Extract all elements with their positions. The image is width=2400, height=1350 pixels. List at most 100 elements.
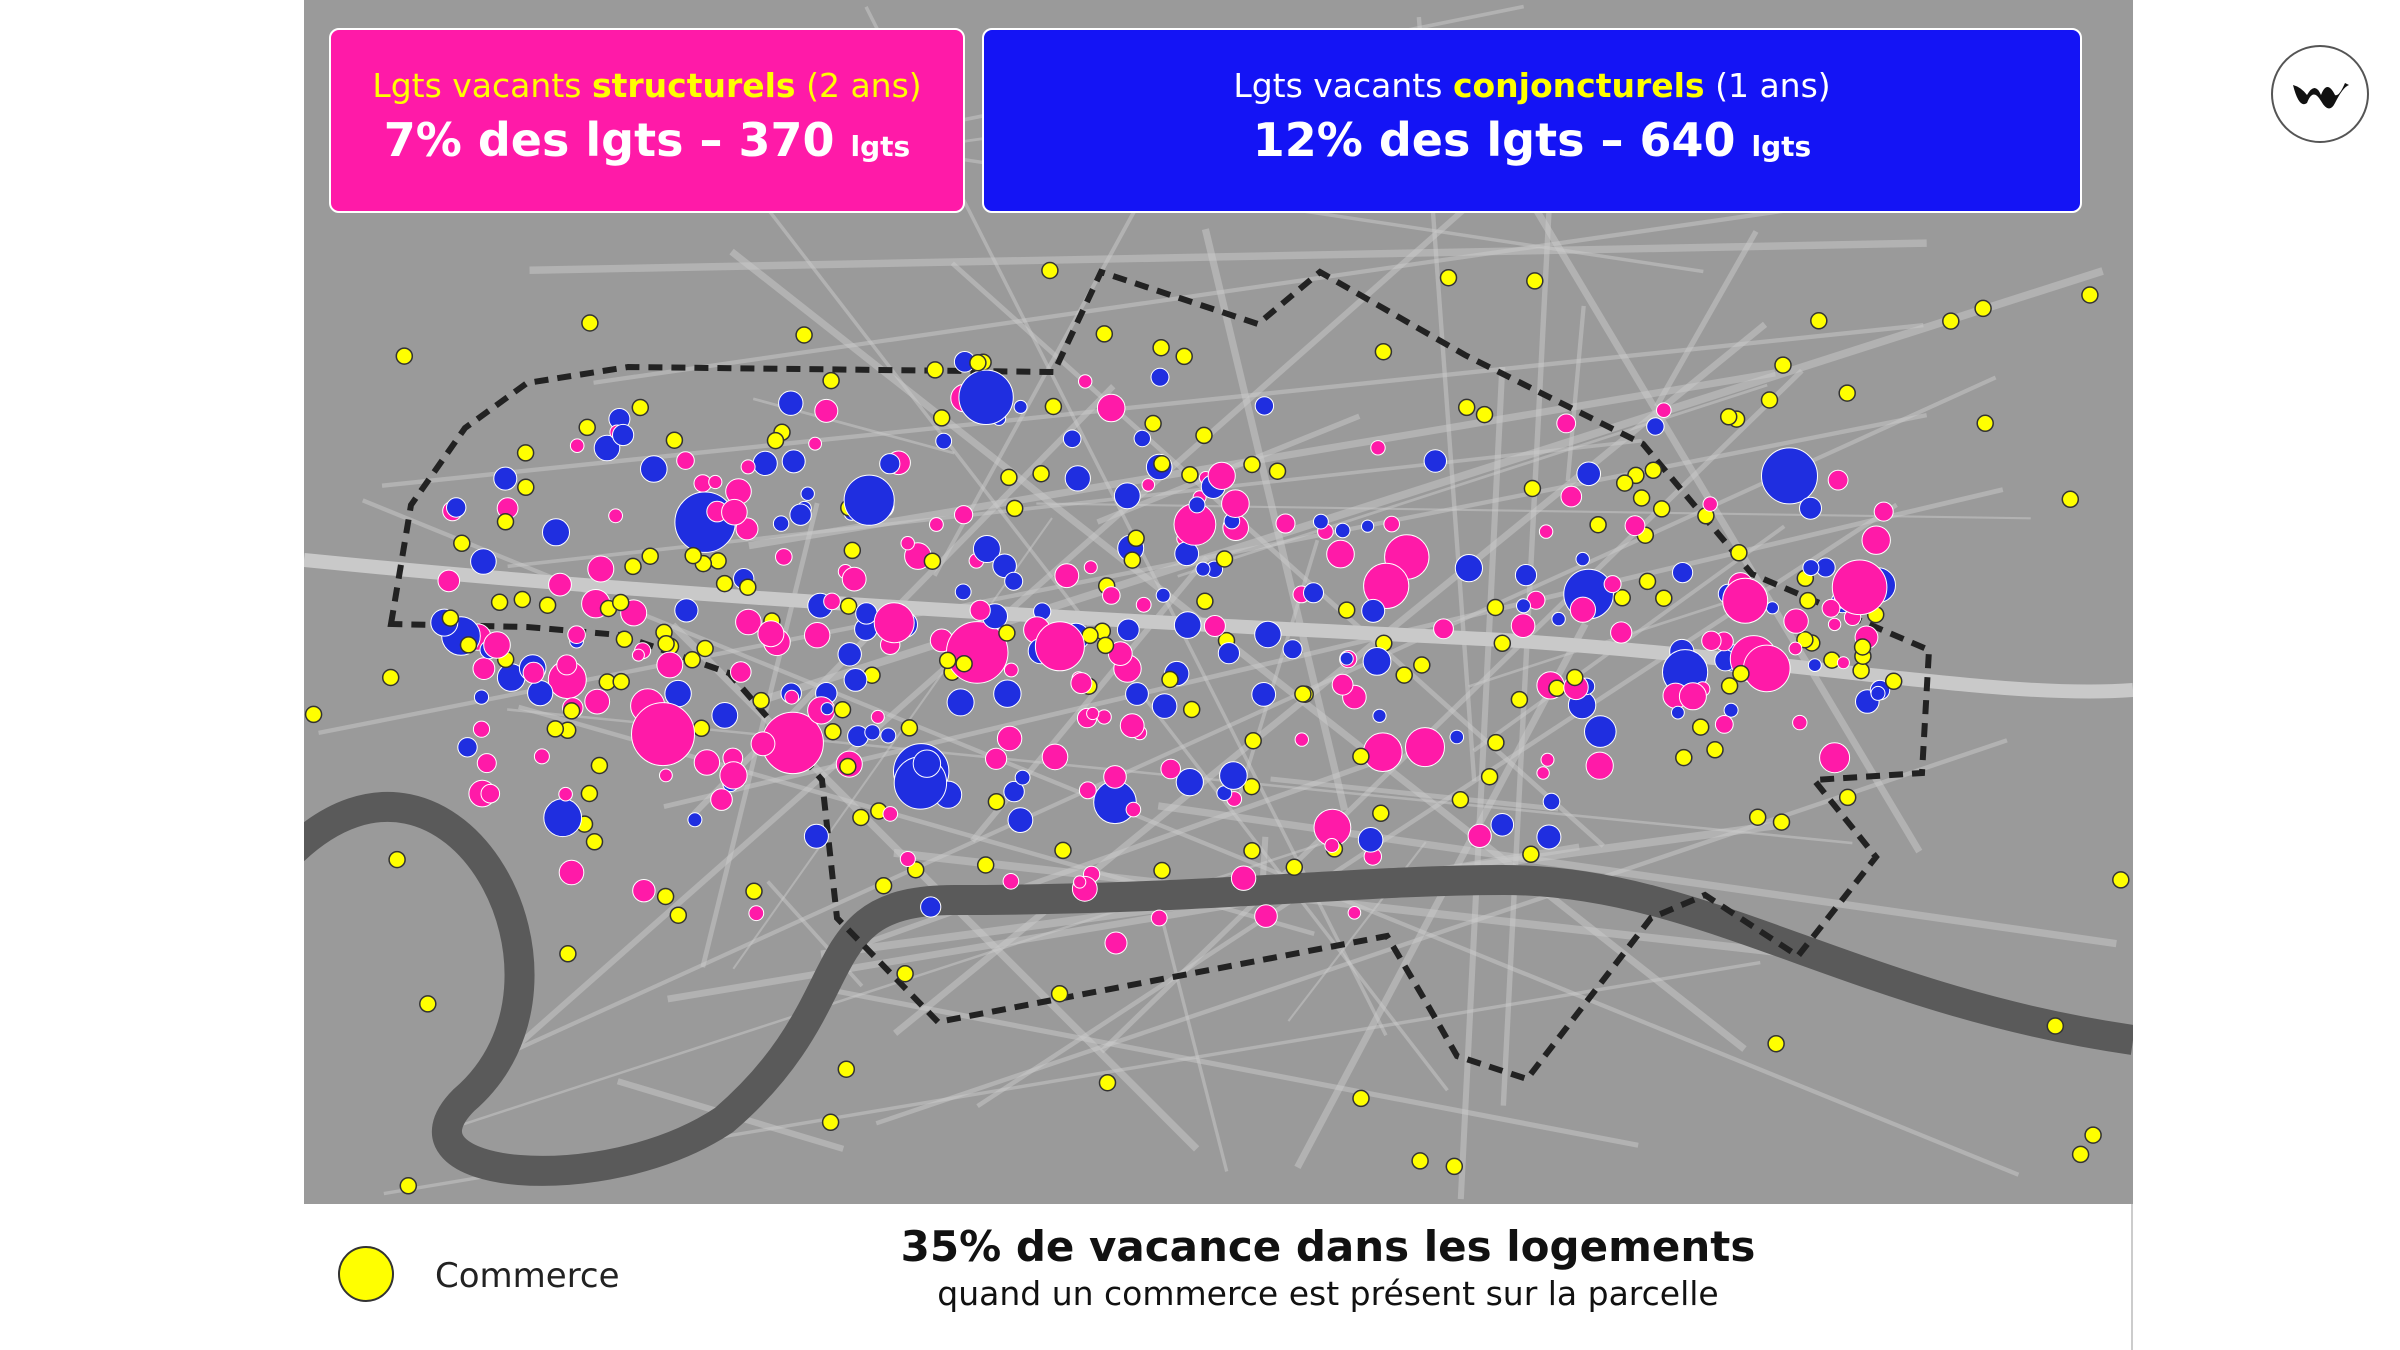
dots (304, 194, 2130, 1195)
map-dot (1743, 644, 1791, 693)
map-dot (1041, 743, 1069, 771)
map-dot (912, 749, 942, 778)
map-dot (1714, 715, 1734, 734)
map-dot (533, 748, 550, 765)
map-dot (1589, 515, 1607, 534)
map-dot (1363, 732, 1403, 773)
map-dot (558, 859, 585, 886)
map-dot (1853, 638, 1872, 656)
structural-box: Lgts vacants structurels (2 ans) 7% des … (329, 28, 965, 213)
map-dot (1347, 906, 1362, 920)
map-dot (1624, 515, 1646, 537)
map-dot (1536, 824, 1562, 850)
map-dot (1672, 562, 1694, 584)
map-dot (1135, 596, 1152, 613)
map-dot (1000, 468, 1018, 487)
map-dot (1821, 598, 1841, 618)
map-dot (1556, 413, 1577, 434)
map-dot (987, 792, 1006, 811)
map-dot (441, 609, 460, 627)
map-dot (1337, 601, 1356, 619)
map-dot (745, 882, 763, 901)
map-dot (470, 548, 497, 575)
map-dot (538, 596, 557, 614)
map-dot (1810, 312, 1828, 330)
map-dot (789, 503, 812, 526)
map-dot (1195, 561, 1211, 577)
map-dot (1487, 733, 1505, 752)
map-dot (1215, 550, 1234, 568)
map-dot (1792, 714, 1808, 731)
map-dot (1405, 727, 1445, 768)
map-dot (1678, 682, 1707, 711)
map-dot (1182, 700, 1201, 719)
map-dot (1203, 615, 1226, 637)
map-dot (1796, 630, 1814, 649)
map-dot (1275, 513, 1296, 534)
map-dot (1083, 560, 1098, 575)
map-dot (2046, 1017, 2065, 1035)
map-dot (766, 431, 785, 450)
map-dot (1155, 587, 1171, 603)
map-dot (985, 747, 1008, 770)
map-dot (1569, 596, 1597, 623)
map-dot (1748, 808, 1767, 826)
map-dot (1761, 447, 1818, 505)
map-dot (954, 583, 972, 601)
map-dot (896, 964, 914, 983)
map-dot (1646, 417, 1665, 436)
map-dot (1861, 525, 1891, 555)
map-dot (1044, 397, 1063, 416)
map-dot (1361, 519, 1375, 533)
map-dot (1827, 469, 1849, 491)
map-dot (1807, 658, 1822, 672)
map-dot (1195, 426, 1213, 445)
map-dot (1294, 685, 1312, 703)
road (1565, 305, 1586, 482)
map-dot (612, 672, 630, 691)
map-dot (1852, 661, 1870, 680)
map-dot (1244, 731, 1262, 750)
map-dot (992, 553, 1017, 579)
road (1236, 539, 1320, 800)
map-dot (1374, 342, 1393, 361)
map-dot (1352, 1089, 1370, 1108)
map-dot (1870, 685, 1886, 701)
text: (2 ans) (806, 66, 922, 105)
footer-subtitle: quand un commerce est présent sur la par… (937, 1274, 1719, 1313)
map-dot (2084, 1126, 2102, 1144)
map-dot (1078, 374, 1093, 389)
map-dot (472, 657, 496, 680)
map-dot (1510, 690, 1529, 709)
map-dot (556, 654, 578, 676)
road (748, 369, 1776, 550)
map-dot (935, 432, 953, 450)
map-dot (1004, 571, 1024, 591)
map-dot (1538, 524, 1554, 539)
map-dot (1516, 598, 1531, 614)
map-dot (584, 688, 611, 715)
map-dot (1002, 873, 1020, 890)
map-dot (1719, 408, 1738, 426)
map-dot (1723, 702, 1739, 718)
map-dot (993, 679, 1022, 708)
keyword: structurels (591, 66, 796, 105)
map-dot (721, 498, 748, 526)
map-dot (1326, 539, 1355, 569)
map-dot (1339, 651, 1354, 666)
map-dot (1141, 478, 1156, 492)
road (644, 49, 1449, 1092)
map-dot (1363, 562, 1410, 610)
map-dot (1760, 391, 1779, 409)
map-dot (778, 390, 804, 416)
map-dot (453, 534, 471, 553)
map-dot (1475, 405, 1494, 424)
map-dot (696, 639, 714, 658)
map-dot (1560, 485, 1583, 508)
map-dot (998, 624, 1016, 642)
map-dot (493, 466, 518, 491)
box-line2: 12% des lgts – 640 lgts (984, 113, 2080, 167)
unit: lgts (1751, 130, 1812, 163)
map-dot (958, 369, 1014, 425)
